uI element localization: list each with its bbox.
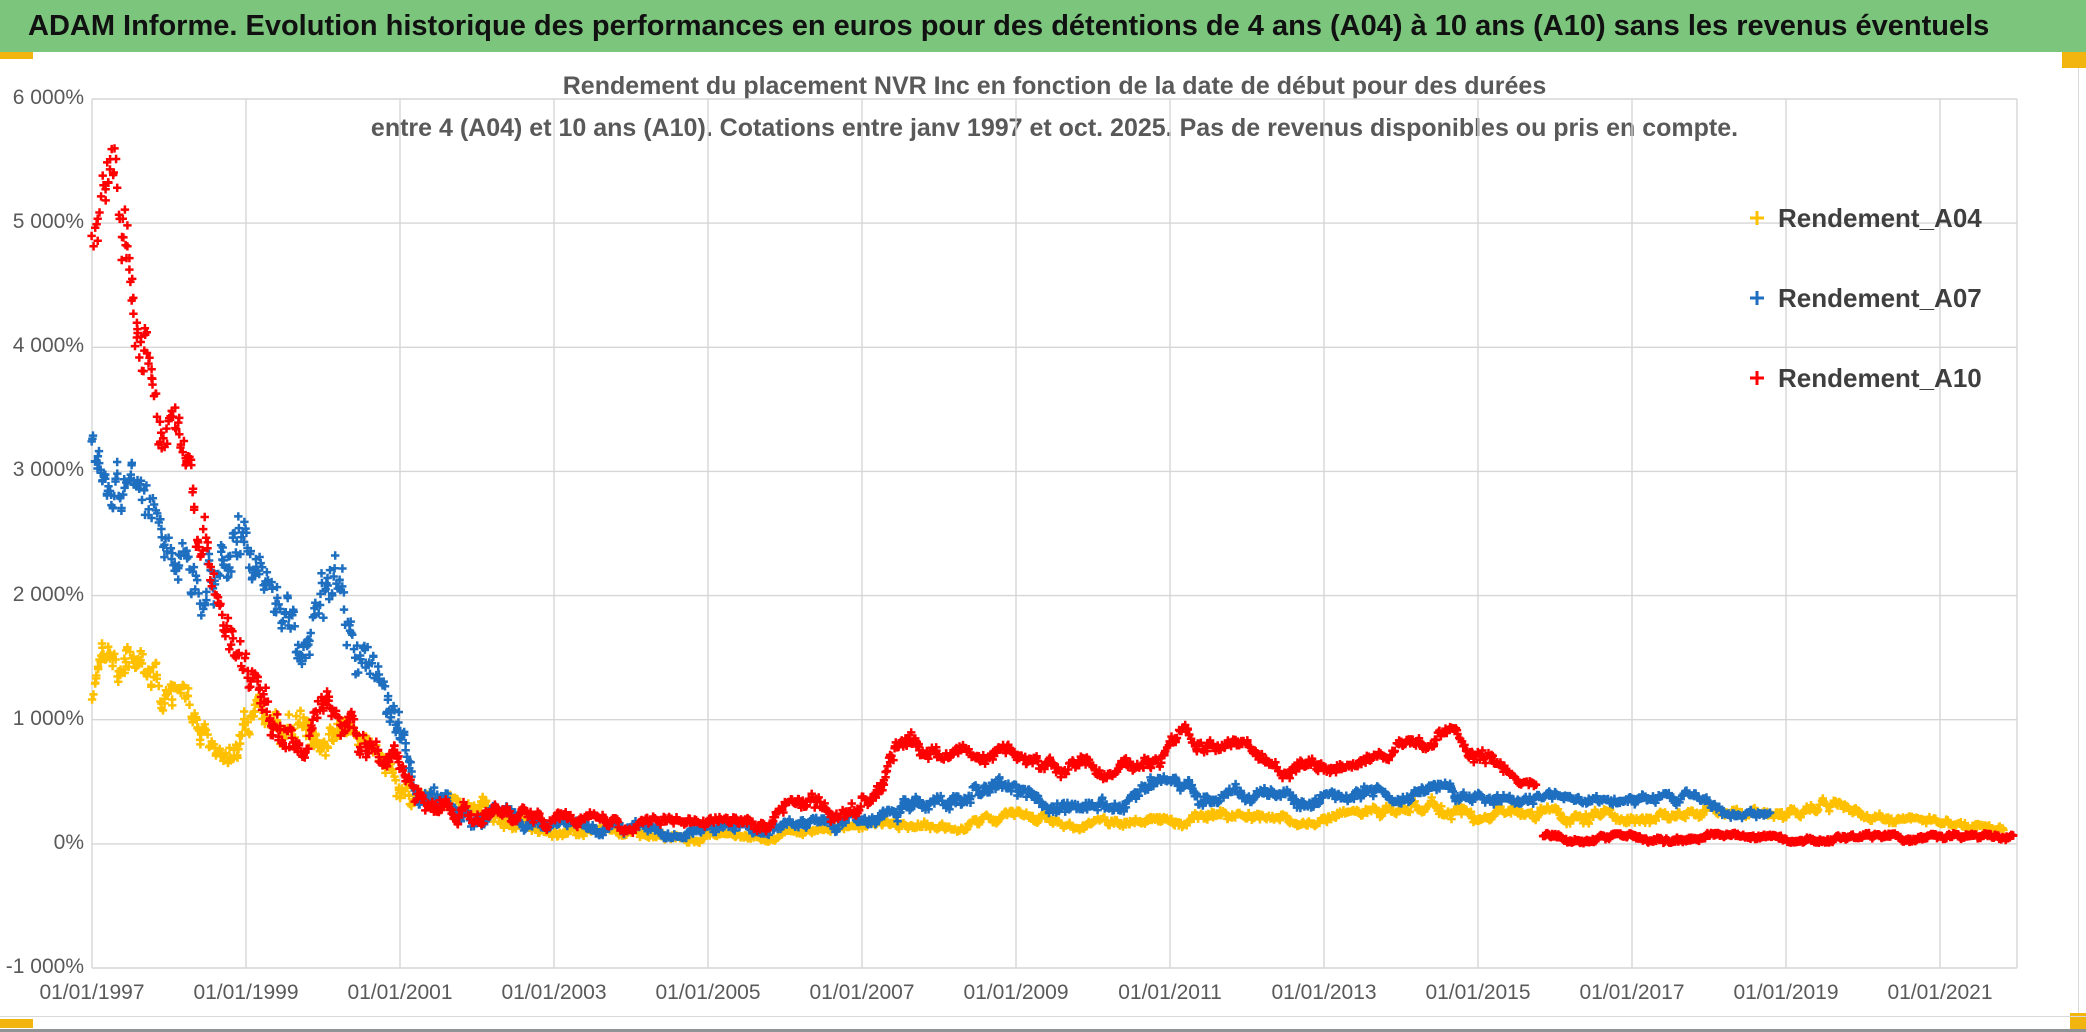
selection-handle-top-right [2062,52,2086,68]
chart-title-line1: Rendement du placement NVR Inc en foncti… [562,72,1547,100]
chart-title-line2: entre 4 (A04) et 10 ans (A10). Cotations… [370,114,1739,142]
x-tick-label: 01/01/2019 [1733,981,1839,1004]
legend-label: Rendement_A10 [1778,362,1982,393]
y-tick-label: 3 000% [12,458,84,482]
legend-label: Rendement_A04 [1778,202,1982,233]
x-tick-label: 01/01/2001 [347,981,453,1004]
x-tick-label: 01/01/2005 [655,981,761,1004]
x-tick-label: 01/01/2009 [963,981,1069,1004]
plus-marker-icon [1750,211,1764,225]
bottom-window-edge [0,1029,2086,1032]
x-tick-label: 01/01/2015 [1425,981,1531,1004]
selection-handle-top-left [0,52,33,59]
selection-handle-bottom-right [2070,1013,2086,1032]
x-tick-label: 01/01/2007 [809,981,915,1004]
selection-handle-bottom-left [0,1019,33,1028]
x-tick-label: 01/01/1997 [39,981,145,1004]
y-tick-label: 5 000% [12,210,84,234]
y-tick-label: -1 000% [5,955,84,978]
window-right-edge [2078,68,2079,1013]
plus-marker-icon [1750,371,1764,385]
series-rendement_a10-points [87,144,2018,848]
legend-label: Rendement_A07 [1778,282,1982,313]
y-tick-label: 6 000% [12,86,84,109]
x-tick-label: 01/01/1999 [193,981,299,1004]
x-tick-label: 01/01/2003 [501,981,607,1004]
x-tick-label: 01/01/2013 [1271,981,1377,1004]
y-tick-label: 1 000% [12,706,84,730]
page-title: ADAM Informe. Evolution historique des p… [28,9,1990,42]
chart-legend: Rendement_A04 Rendement_A07 Rendement_A10 [1748,200,2048,440]
plus-marker-icon [1750,291,1764,305]
bottom-divider [0,1016,2086,1017]
x-tick-label: 01/01/2011 [1118,981,1222,1004]
header-bar: ADAM Informe. Evolution historique des p… [0,0,2086,52]
legend-item-rendement_a07[interactable]: Rendement_A07 [1748,280,2048,316]
x-tick-label: 01/01/2021 [1887,981,1993,1004]
y-tick-label: 0% [53,830,84,854]
legend-item-rendement_a04[interactable]: Rendement_A04 [1748,200,2048,236]
y-tick-label: 4 000% [12,334,84,358]
x-tick-label: 01/01/2017 [1579,981,1685,1004]
y-tick-label: 2 000% [12,582,84,606]
legend-item-rendement_a10[interactable]: Rendement_A10 [1748,360,2048,396]
